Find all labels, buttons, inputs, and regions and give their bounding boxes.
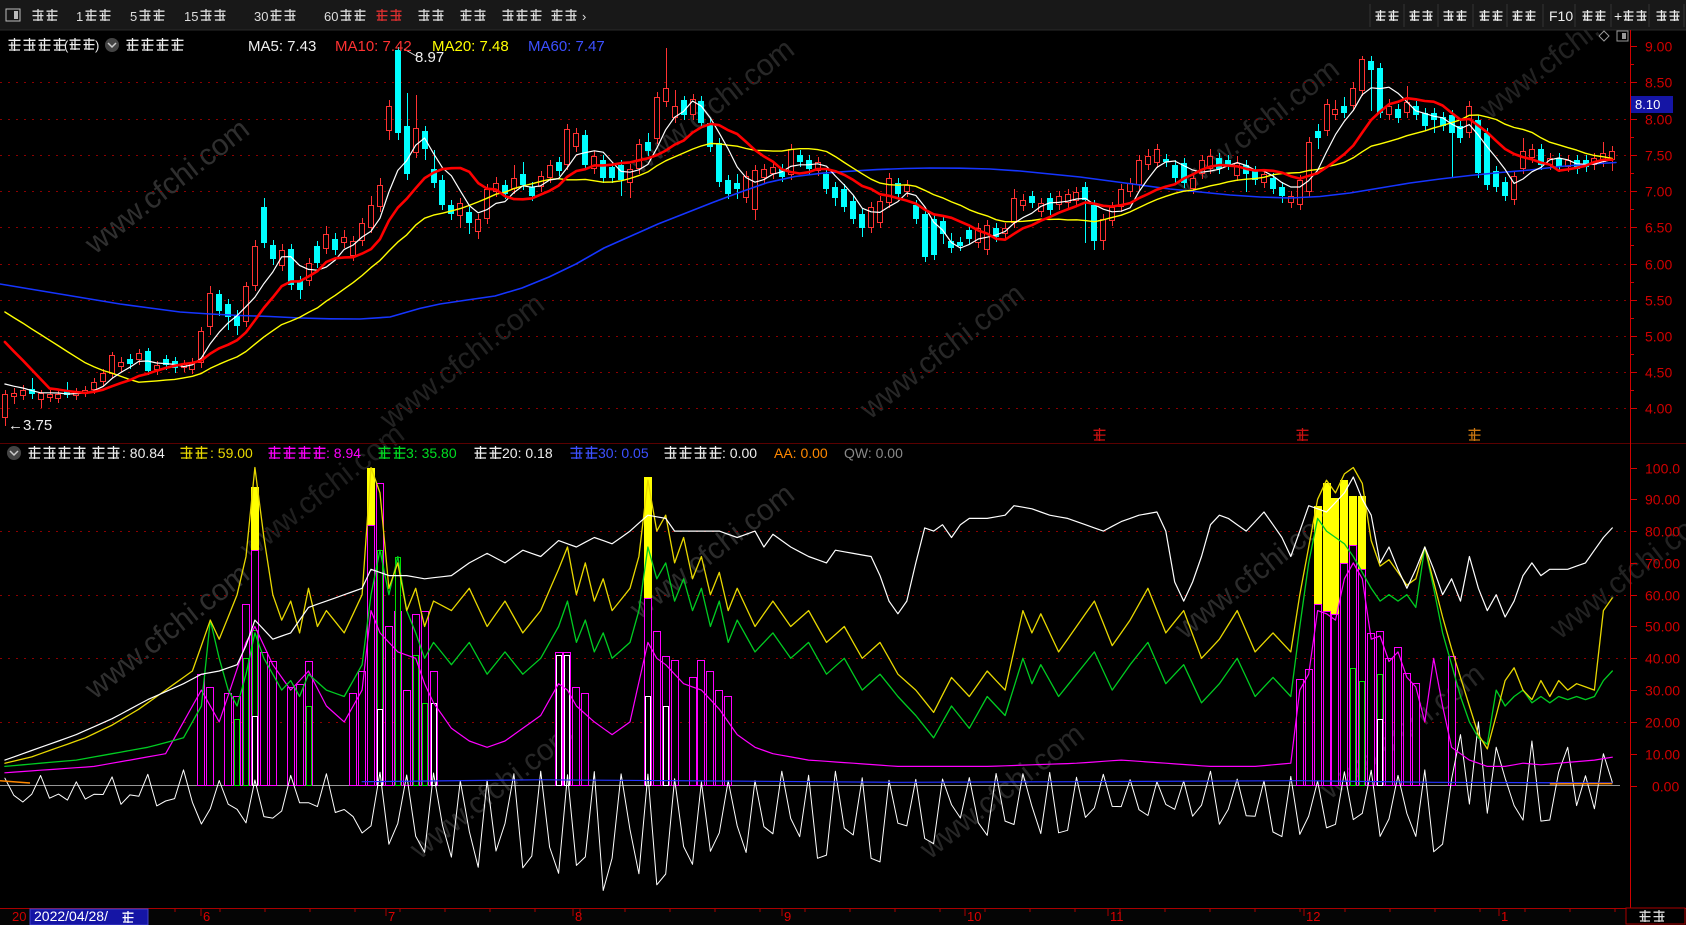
svg-text:15: 15 [184, 9, 198, 24]
svg-text:1: 1 [1501, 909, 1508, 924]
svg-text:7: 7 [388, 909, 395, 924]
svg-text:4.50: 4.50 [1645, 365, 1672, 381]
svg-text:+: + [1614, 8, 1622, 24]
svg-text:F10: F10 [1549, 8, 1573, 24]
svg-text:20.00: 20.00 [1645, 715, 1680, 731]
svg-text:MA20: 7.48: MA20: 7.48 [432, 38, 509, 55]
svg-text:8.10: 8.10 [1635, 97, 1660, 112]
svg-text:MA10: 7.42: MA10: 7.42 [335, 38, 412, 55]
svg-text:4.00: 4.00 [1645, 401, 1672, 417]
svg-text:›: › [582, 9, 586, 24]
svg-text:100.0: 100.0 [1645, 461, 1680, 477]
svg-text:9.00: 9.00 [1645, 39, 1672, 55]
svg-text:0.00: 0.00 [1652, 779, 1679, 795]
svg-text:20: 20 [12, 909, 26, 924]
svg-text:QW: 0.00: QW: 0.00 [844, 445, 903, 461]
svg-text:20: 0.18: 20: 0.18 [502, 445, 553, 461]
svg-text:6.50: 6.50 [1645, 220, 1672, 236]
svg-text:: 80.84: : 80.84 [122, 445, 165, 461]
svg-text:): ) [95, 38, 99, 53]
svg-text:MA60: 7.47: MA60: 7.47 [528, 38, 605, 55]
svg-text:5.00: 5.00 [1645, 329, 1672, 345]
svg-text:(: ( [64, 38, 69, 53]
svg-text:8.50: 8.50 [1645, 75, 1672, 91]
svg-text:10: 10 [967, 909, 981, 924]
svg-text:←3.75: ←3.75 [8, 417, 52, 434]
svg-text:40.00: 40.00 [1645, 651, 1680, 667]
svg-text:2022/04/28/: 2022/04/28/ [34, 908, 108, 924]
svg-text:7.00: 7.00 [1645, 184, 1672, 200]
svg-text:3: 35.80: 3: 35.80 [406, 445, 457, 461]
svg-text:6: 6 [203, 909, 210, 924]
svg-text:70.00: 70.00 [1645, 556, 1680, 572]
svg-text:30: 0.05: 30: 0.05 [598, 445, 649, 461]
svg-text:MA5: 7.43: MA5: 7.43 [248, 38, 316, 55]
svg-text:90.00: 90.00 [1645, 492, 1680, 508]
svg-text:: 0.00: : 0.00 [722, 445, 757, 461]
svg-text:7.50: 7.50 [1645, 148, 1672, 164]
svg-text:5: 5 [130, 9, 137, 24]
svg-text:AA: 0.00: AA: 0.00 [774, 445, 828, 461]
svg-text:30: 30 [254, 9, 268, 24]
svg-text:: 8.94: : 8.94 [326, 445, 361, 461]
svg-text:6.00: 6.00 [1645, 257, 1672, 273]
svg-text:60.00: 60.00 [1645, 588, 1680, 604]
svg-text:8.97: 8.97 [415, 49, 444, 66]
svg-text:12: 12 [1306, 909, 1320, 924]
svg-text:8: 8 [575, 909, 582, 924]
svg-text:: 59.00: : 59.00 [210, 445, 253, 461]
svg-text:5.50: 5.50 [1645, 293, 1672, 309]
svg-text:30.00: 30.00 [1645, 683, 1680, 699]
svg-text:60: 60 [324, 9, 338, 24]
svg-text:9: 9 [784, 909, 791, 924]
svg-text:50.00: 50.00 [1645, 619, 1680, 635]
svg-text:1: 1 [76, 9, 83, 24]
svg-text:11: 11 [1110, 909, 1124, 924]
svg-text:10.00: 10.00 [1645, 747, 1680, 763]
svg-text:8.00: 8.00 [1645, 112, 1672, 128]
svg-text:80.00: 80.00 [1645, 524, 1680, 540]
